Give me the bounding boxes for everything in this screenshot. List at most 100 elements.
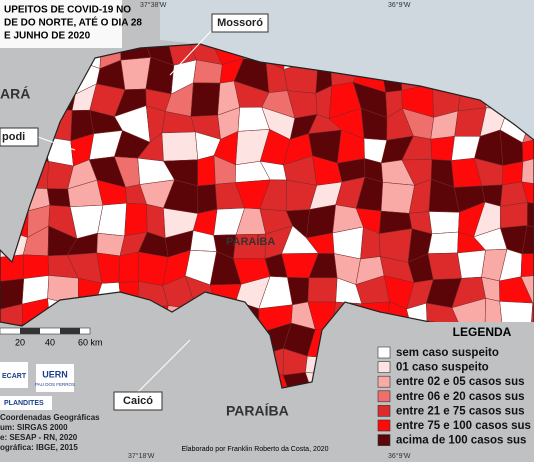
municipality [305,372,342,388]
municipality [185,323,220,358]
municipality [427,231,459,254]
municipality [72,305,98,327]
coordinate: 37°18'W [128,452,155,460]
legend-swatch [377,434,391,446]
municipality [331,329,361,360]
municipality [124,202,148,237]
municipality [502,161,524,186]
municipality [427,252,462,280]
municipality [165,305,197,324]
municipality [42,107,73,142]
coordinate: 36°9'W [388,1,411,9]
municipality [51,59,76,95]
municipality [165,323,193,358]
place-label: PARAÍBA [226,403,289,419]
municipality [70,394,92,428]
municipality [96,232,125,257]
municipality [161,131,199,162]
scale-label: 20 [15,337,25,347]
title: DE DO NORTE, ATÉ O DIA 28 [4,16,142,29]
municipality [380,182,415,214]
legend-swatch [377,375,391,388]
legend-label: acima de 100 casos sus [396,435,526,447]
municipality [0,254,25,283]
municipality [234,348,270,381]
municipality [428,211,460,235]
municipality [140,323,174,347]
municipality [93,297,124,325]
municipality [51,83,76,111]
municipality [190,368,219,388]
municipality [0,303,23,333]
info: Coordenadas Geográficas [0,413,100,422]
municipality [522,135,534,162]
municipality [116,345,151,376]
legend-swatch [377,390,391,403]
municipality [197,184,218,214]
municipality [256,348,284,376]
legend-label: entre 06 e 20 casos sus [396,391,525,403]
scale-label: 60 km [78,337,103,347]
municipality [332,398,362,426]
municipality [290,402,315,429]
info: e: SESAP - RN, 2020 [0,433,78,442]
municipality [197,155,216,187]
legend-swatch [377,346,391,359]
municipality [212,326,241,356]
municipality [22,254,50,279]
municipality [190,395,217,426]
municipality [282,372,316,388]
legend-label: 01 caso suspeito [396,362,489,374]
info: um: SIRGAS 2000 [0,423,68,432]
logo-text: ECART [2,373,27,380]
logo [0,396,52,410]
municipality [500,202,528,229]
logo [0,362,28,388]
legend: sem caso suspeito 01 caso suspeito entre 0… [377,346,531,447]
scale-label: 40 [45,337,55,347]
municipality [0,184,30,212]
legend-swatch [377,405,391,417]
municipality [190,82,221,117]
municipality [457,249,486,279]
legend-swatch [377,419,391,432]
legend-label: entre 21 e 75 casos sus [396,405,525,417]
municipality [212,348,238,381]
municipality [331,301,363,331]
municipality [520,253,534,278]
legend-label: entre 75 e 100 casos sus [396,420,531,432]
municipality [430,135,455,161]
municipality [237,371,269,388]
legend-box [370,322,534,450]
municipality [234,329,260,357]
coordinate: 36°9'W [388,452,411,460]
municipality [93,351,127,384]
municipality [1,152,30,189]
title-box [0,0,122,48]
municipality [530,302,534,330]
place-label: Mossoró [217,17,263,29]
municipality [120,297,142,332]
logo-text: PLANDITES [4,400,44,407]
municipality [168,368,196,388]
logo-text: UERN [42,369,68,379]
sea [160,0,534,140]
place-label: Caicó [123,395,153,407]
coordinate: 37°38'W [140,1,167,9]
municipality [185,308,220,328]
municipality [46,188,71,208]
municipality [137,305,169,332]
municipality [336,357,359,376]
place-label: PARAÍBA [226,235,275,248]
title: E JUNHO DE 2020 [4,31,91,42]
municipality [520,274,534,308]
municipality [213,376,246,388]
municipality [521,153,534,186]
municipality [47,298,79,328]
legend-swatch [377,361,391,373]
municipality [310,402,341,426]
municipality [305,355,342,376]
municipality [521,181,534,208]
